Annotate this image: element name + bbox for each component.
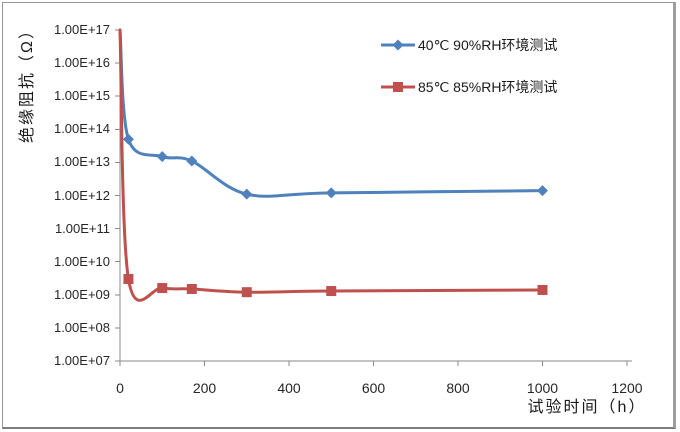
y-tick-label: 1.00E+16 [53, 55, 110, 71]
series-marker-square [241, 287, 252, 298]
y-tick-label: 1.00E+15 [53, 88, 110, 104]
y-tick-label: 1.00E+13 [53, 154, 110, 170]
x-tick-label: 1000 [526, 380, 559, 396]
legend: 40℃ 90%RH环境测试 85℃ 85%RH环境测试 [380, 35, 557, 97]
legend-square-icon [381, 82, 415, 92]
legend-diamond-icon [381, 39, 415, 51]
y-tick-label: 1.00E+14 [53, 121, 110, 137]
x-tick-label: 400 [277, 380, 301, 396]
x-tick-label: 1200 [611, 380, 643, 396]
y-tick-label: 1.00E+12 [53, 187, 110, 203]
x-tick-label: 0 [116, 380, 124, 396]
series-marker-diamond [156, 151, 168, 163]
y-tick-label: 1.00E+17 [53, 22, 110, 37]
series-marker-diamond [241, 188, 253, 200]
x-tick-label: 800 [446, 380, 470, 396]
series-marker-diamond [537, 185, 548, 197]
legend-item: 85℃ 85%RH环境测试 [380, 77, 557, 97]
y-tick-label: 1.00E+07 [53, 353, 110, 368]
series-marker-square [326, 286, 337, 297]
x-tick-label: 600 [361, 380, 386, 396]
series-marker-diamond [325, 187, 337, 199]
series-marker-square [157, 283, 168, 294]
series-marker-diamond [122, 133, 134, 145]
series-marker-diamond [186, 155, 198, 167]
series-group [118, 28, 548, 302]
axis-lines [115, 29, 632, 366]
series-marker-square [186, 283, 197, 294]
series-marker-square [537, 284, 548, 295]
y-tick-label: 1.00E+09 [53, 286, 110, 302]
series-marker-square [123, 274, 134, 285]
legend-item: 40℃ 90%RH环境测试 [380, 35, 557, 55]
legend-label: 85℃ 85%RH环境测试 [418, 79, 558, 95]
x-axis-title: 试验时间（h） [527, 399, 647, 416]
legend-label: 40℃ 90%RH环境测试 [418, 37, 558, 53]
y-tick-label: 1.00E+11 [54, 220, 110, 236]
x-tick-label: 200 [192, 380, 217, 396]
y-tick-label: 1.00E+10 [53, 253, 110, 269]
y-tick-label: 1.00E+08 [53, 319, 110, 335]
